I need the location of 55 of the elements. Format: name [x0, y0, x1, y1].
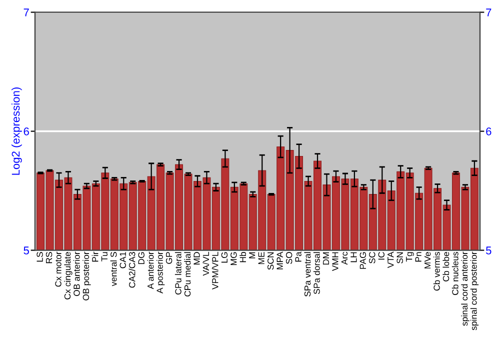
x-tick-label: A anterior	[147, 252, 154, 290]
x-tick-label: RS	[46, 252, 52, 264]
x-tick-label: VTA	[388, 252, 394, 268]
x-tick-label: Cb vermis	[433, 252, 440, 291]
x-tick-label: Tu	[101, 252, 108, 262]
x-tick-label: A posterior	[156, 252, 165, 294]
x-tick-label: Cx motor	[55, 252, 62, 287]
x-tick-label: SN	[396, 252, 403, 264]
x-tick-label: OB posterior	[82, 252, 91, 300]
x-tick-label: spinal cord posterior	[470, 252, 479, 330]
x-tick-label: CPu medial	[184, 252, 191, 296]
y2-tick-label: 5	[486, 246, 492, 254]
x-tick-label: DM	[322, 252, 330, 265]
x-tick-label: VPM/VPL	[212, 252, 218, 290]
x-tick-label: Pa	[295, 252, 302, 262]
y2-tick-label: 7	[486, 8, 492, 16]
x-tick-label: Tg	[406, 252, 414, 262]
x-tick-label: CA2/CA3	[128, 252, 136, 288]
x-tick-label: LH	[350, 252, 357, 262]
x-tick-label: MPA	[276, 252, 283, 270]
y-tick-label: 6	[24, 128, 29, 136]
x-tick-label: CPu lateral	[174, 252, 182, 294]
x-tick-label: ME	[258, 252, 264, 264]
x-tick-label: Cb nucleus	[452, 252, 458, 295]
x-tick-label: DG	[138, 252, 144, 264]
y-axis-title: Log2 (expression)	[12, 87, 22, 175]
x-tick-label: VA/VL	[202, 252, 210, 276]
x-tick-label: SPa dorsal	[313, 252, 320, 294]
x-tick-label: LS	[36, 252, 43, 262]
x-tick-label: PAG	[360, 252, 366, 269]
y2-tick-label: 6	[486, 128, 492, 136]
x-tick-label: MD	[194, 252, 200, 265]
y-tick-label: 7	[24, 8, 29, 16]
x-tick-label: OB anterior	[73, 252, 80, 296]
x-tick-label: SPa ventral	[304, 252, 311, 296]
x-tick-label: Cb lobe	[442, 252, 450, 282]
x-tick-label: Pir	[92, 252, 98, 262]
x-tick-label: CA1	[120, 252, 126, 268]
x-tick-label: ventral S	[110, 252, 117, 286]
x-tick-label: Cx cingulate	[64, 252, 72, 300]
x-tick-label: SC	[369, 252, 376, 264]
y-tick-label: 5	[24, 246, 29, 254]
x-tick-label: VMH	[332, 252, 338, 272]
x-tick-label: Hb	[240, 252, 246, 262]
x-tick-label: Pn	[415, 252, 422, 262]
x-tick-label: IC	[378, 252, 384, 260]
x-tick-label: Arc	[341, 252, 348, 265]
x-tick-label: LG	[221, 252, 228, 263]
x-tick-label: SO	[286, 252, 292, 264]
x-tick-label: M	[249, 252, 256, 258]
x-tick-label: GP	[166, 252, 172, 264]
x-tick-label: SCN	[268, 252, 274, 270]
x-tick-label: spinal cord anterior	[461, 252, 470, 326]
x-tick-label: MG	[230, 252, 237, 266]
x-tick-label: MVe	[424, 252, 431, 268]
